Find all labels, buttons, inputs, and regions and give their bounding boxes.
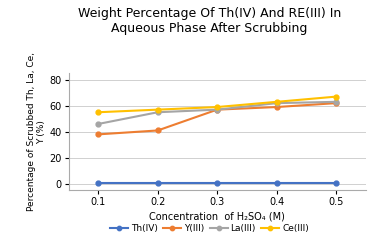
Y(III) xyxy=(334,102,338,105)
Th(IV) xyxy=(334,182,338,185)
La(III) xyxy=(155,111,160,114)
Ce(III) xyxy=(274,100,279,103)
Th(IV) xyxy=(215,182,219,185)
Y(III) xyxy=(155,129,160,132)
Y(III) xyxy=(96,133,101,136)
La(III) xyxy=(96,122,101,125)
La(III) xyxy=(334,100,338,103)
Y(III) xyxy=(274,106,279,109)
Th(IV) xyxy=(274,182,279,185)
Ce(III) xyxy=(155,108,160,111)
Text: Weight Percentage Of Th(IV) And RE(III) In
Aqueous Phase After Scrubbing: Weight Percentage Of Th(IV) And RE(III) … xyxy=(78,7,341,35)
La(III) xyxy=(274,102,279,105)
Line: La(III): La(III) xyxy=(96,99,338,126)
Line: Y(III): Y(III) xyxy=(96,101,338,137)
Line: Th(IV): Th(IV) xyxy=(96,181,338,186)
Ce(III) xyxy=(96,111,101,114)
Ce(III) xyxy=(215,106,219,109)
Ce(III) xyxy=(334,95,338,98)
Y(III) xyxy=(215,108,219,111)
La(III) xyxy=(215,108,219,111)
Th(IV) xyxy=(155,182,160,185)
Y-axis label: Percentage of Scrubbed Th, La, Ce,
Y (%): Percentage of Scrubbed Th, La, Ce, Y (%) xyxy=(27,52,46,211)
X-axis label: Concentration  of H₂SO₄ (M): Concentration of H₂SO₄ (M) xyxy=(149,212,285,222)
Th(IV) xyxy=(96,182,101,185)
Legend: Th(IV), Y(III), La(III), Ce(III): Th(IV), Y(III), La(III), Ce(III) xyxy=(107,221,312,237)
Line: Ce(III): Ce(III) xyxy=(96,94,338,115)
